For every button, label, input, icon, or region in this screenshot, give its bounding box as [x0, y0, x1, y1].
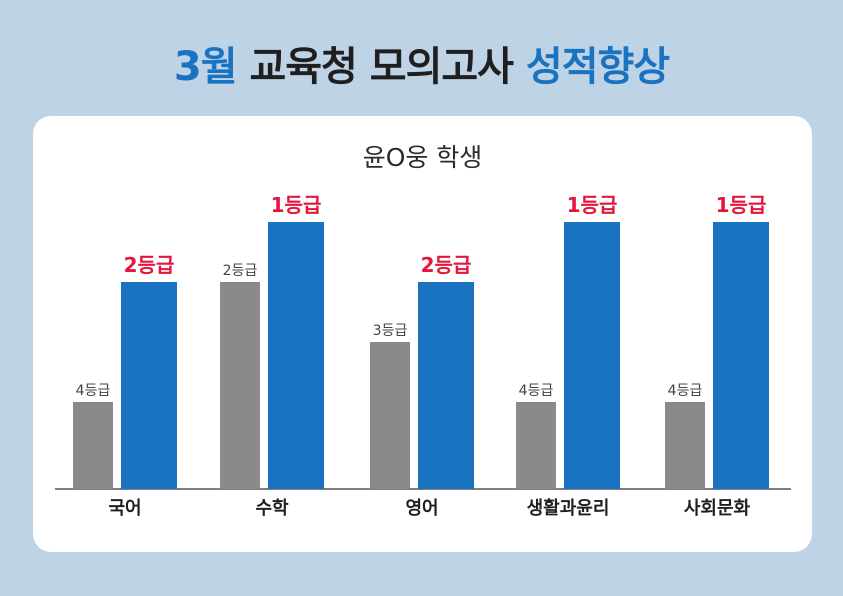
title-main: 교육청 모의고사 — [236, 44, 526, 90]
bar-after-1 — [268, 222, 324, 489]
category-label-3: 생활과윤리 — [527, 498, 610, 519]
bar-after-2 — [418, 282, 474, 489]
page-title: 3월 교육청 모의고사 성적향상 — [0, 34, 843, 92]
title-month: 3월 — [173, 44, 238, 90]
bar-after-label-1: 1등급 — [271, 193, 322, 217]
bar-before-1 — [220, 282, 260, 489]
bar-before-2 — [370, 342, 410, 489]
bar-before-4 — [665, 402, 705, 489]
category-label-2: 영어 — [405, 498, 438, 519]
bar-before-3 — [516, 402, 556, 489]
chart-subtitle: 윤O웅 학생 — [362, 143, 483, 172]
bar-after-3 — [564, 222, 620, 489]
category-label-1: 수학 — [255, 497, 289, 519]
bar-before-label-2: 3등급 — [373, 323, 408, 339]
bar-after-label-2: 2등급 — [421, 253, 472, 277]
bar-before-label-0: 4등급 — [76, 383, 111, 399]
bar-after-0 — [121, 282, 177, 489]
bar-before-0 — [73, 402, 113, 489]
title-highlight: 성적향상 — [525, 44, 670, 90]
bar-before-label-3: 4등급 — [519, 383, 554, 399]
bar-before-label-4: 4등급 — [668, 383, 703, 399]
bar-after-label-0: 2등급 — [124, 253, 175, 277]
bar-after-label-4: 1등급 — [716, 193, 767, 217]
bar-before-label-1: 2등급 — [223, 263, 258, 279]
bar-after-label-3: 1등급 — [567, 193, 618, 217]
category-label-0: 국어 — [108, 498, 141, 519]
category-label-4: 사회문화 — [684, 498, 751, 519]
bar-after-4 — [713, 222, 769, 489]
